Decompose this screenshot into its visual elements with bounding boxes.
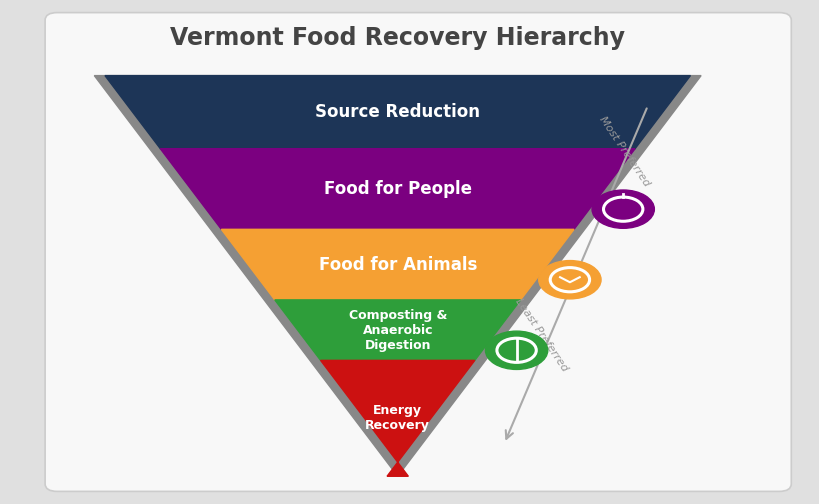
- Polygon shape: [160, 149, 635, 229]
- Polygon shape: [105, 76, 690, 149]
- Text: Least Preferred: Least Preferred: [513, 297, 568, 373]
- Text: Energy
Recovery: Energy Recovery: [364, 404, 430, 432]
- Polygon shape: [320, 360, 474, 476]
- Text: Composting &
Anaerobic
Digestion: Composting & Anaerobic Digestion: [348, 308, 446, 352]
- FancyBboxPatch shape: [45, 13, 790, 491]
- Circle shape: [538, 261, 600, 299]
- Polygon shape: [94, 76, 700, 476]
- Text: Source Reduction: Source Reduction: [314, 103, 480, 121]
- Polygon shape: [221, 229, 573, 300]
- Circle shape: [591, 190, 654, 228]
- Text: Most Preferred: Most Preferred: [597, 114, 651, 188]
- Polygon shape: [274, 300, 520, 360]
- Text: Food for Animals: Food for Animals: [318, 256, 477, 274]
- Text: Food for People: Food for People: [324, 180, 471, 198]
- Text: Vermont Food Recovery Hierarchy: Vermont Food Recovery Hierarchy: [170, 26, 624, 50]
- Circle shape: [485, 331, 547, 369]
